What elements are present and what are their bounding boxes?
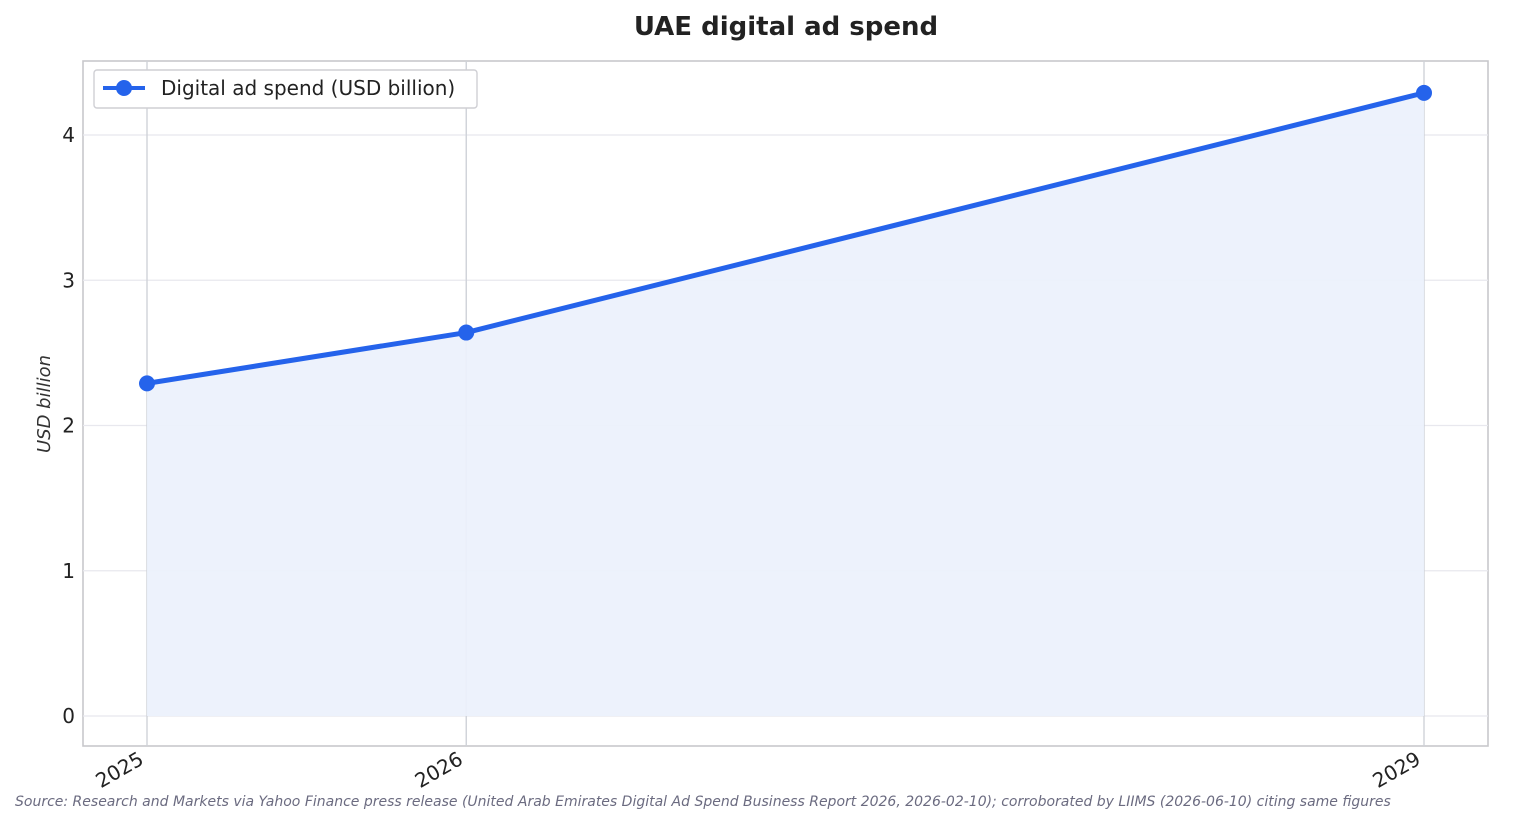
legend-entry-label: Digital ad spend (USD billion): [161, 76, 455, 100]
y-tick-label-4: 4: [62, 123, 75, 147]
y-tick-label-2: 2: [62, 414, 75, 438]
chart-title: UAE digital ad spend: [634, 12, 938, 42]
source-note: Source: Research and Markets via Yahoo F…: [15, 794, 1391, 810]
legend: Digital ad spend (USD billion): [93, 69, 478, 109]
legend-box: [93, 69, 478, 109]
y-axis-ticks: 0 1 2 3 4: [62, 123, 75, 728]
area-fill: [147, 92, 1424, 716]
y-tick-label-3: 3: [62, 268, 75, 292]
x-tick-label-2029: 2029: [1368, 747, 1424, 793]
data-point-2025: [139, 375, 155, 392]
x-tick-label-2026: 2026: [411, 747, 467, 793]
x-axis-ticks: 2025 2026 2029: [91, 747, 1424, 793]
area-layer: [147, 92, 1424, 716]
legend-marker-swatch: [116, 80, 132, 96]
y-axis-label: USD billion: [34, 355, 55, 453]
point-layer: [139, 84, 1432, 392]
x-tick-label-2025: 2025: [91, 747, 147, 793]
data-point-2026: [458, 324, 475, 341]
data-point-2029: [1416, 84, 1432, 101]
y-tick-label-1: 1: [62, 559, 75, 583]
y-tick-label-0: 0: [62, 704, 75, 728]
